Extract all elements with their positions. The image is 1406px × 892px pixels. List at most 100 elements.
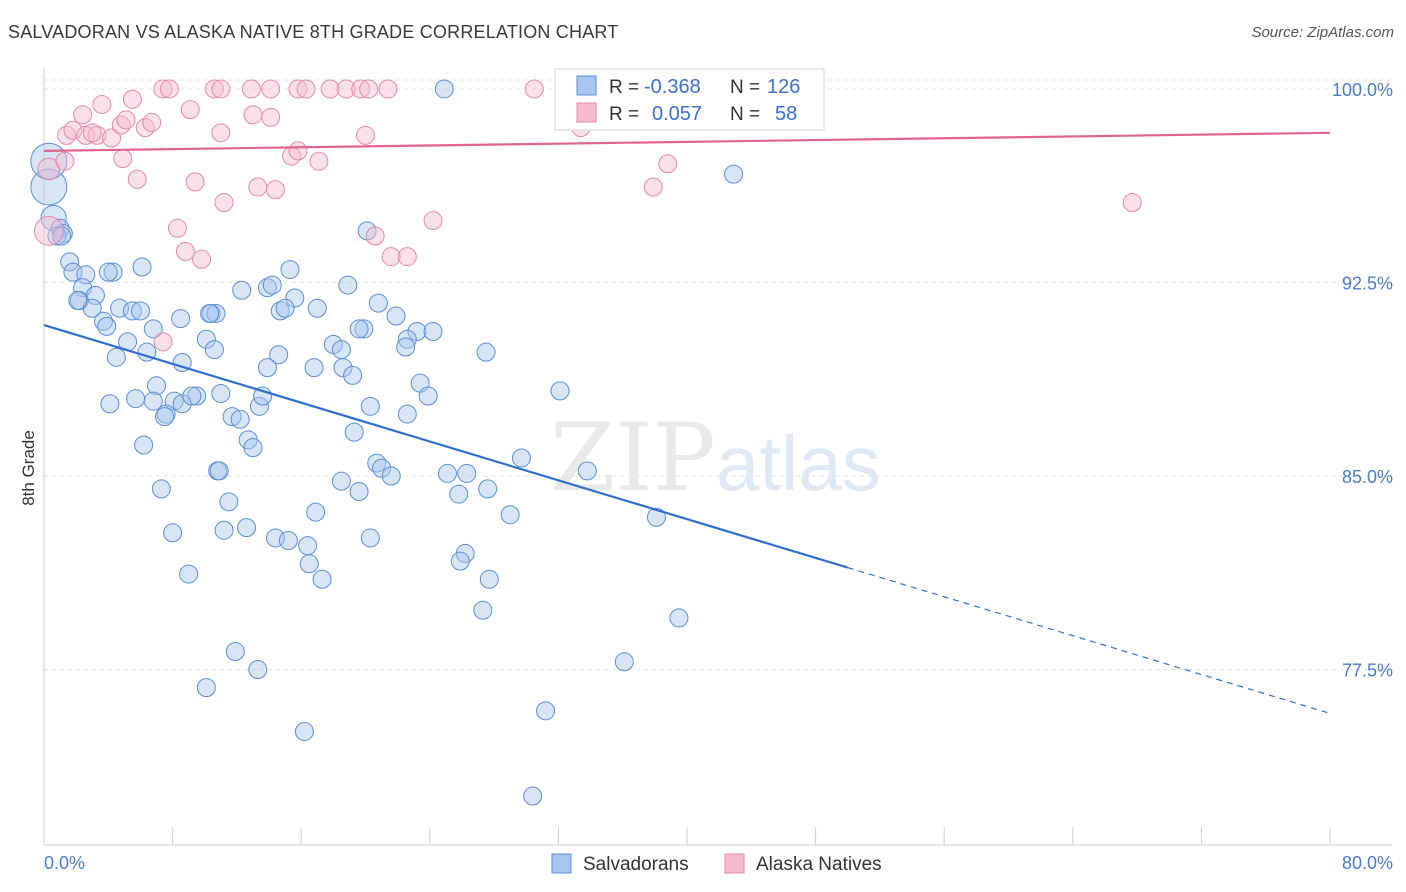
point-salvadorans-84 xyxy=(349,481,369,501)
point-alaska-natives-49 xyxy=(397,247,417,267)
point-salvadorans-16 xyxy=(122,301,142,321)
point-salvadorans-51 xyxy=(418,386,438,406)
point-alaska-natives-33 xyxy=(211,123,231,143)
point-salvadorans-91 xyxy=(646,507,666,527)
series-alaska-natives xyxy=(33,79,1142,352)
point-salvadorans-125 xyxy=(182,386,202,406)
point-salvadorans-100 xyxy=(450,551,470,571)
point-salvadorans-37 xyxy=(407,322,427,342)
point-alaska-natives-40 xyxy=(356,125,375,145)
point-salvadorans-60 xyxy=(172,394,192,414)
point-salvadorans-66 xyxy=(222,407,242,427)
point-salvadorans-113 xyxy=(523,786,543,806)
point-alaska-natives-9 xyxy=(82,123,102,143)
point-alaska-natives-29 xyxy=(378,79,398,99)
point-alaska-natives-8 xyxy=(92,94,112,114)
point-salvadorans-75 xyxy=(372,458,392,478)
point-salvadorans-44 xyxy=(269,345,289,365)
point-salvadorans-27 xyxy=(257,278,277,298)
point-salvadorans-56 xyxy=(126,389,146,409)
trend-lines xyxy=(43,131,1331,714)
point-alaska-natives-32 xyxy=(261,107,281,127)
point-salvadorans-17 xyxy=(93,311,113,331)
point-salvadorans-117 xyxy=(52,226,72,246)
point-alaska-natives-10 xyxy=(102,128,122,148)
point-salvadorans-69 xyxy=(397,404,417,424)
point-salvadorans-108 xyxy=(248,660,268,680)
point-alaska-natives-54 xyxy=(643,177,663,197)
point-salvadorans-34 xyxy=(354,319,374,339)
point-salvadorans-92 xyxy=(237,518,257,538)
point-alaska-natives-14 xyxy=(135,118,155,138)
point-salvadorans-26 xyxy=(232,280,252,300)
point-salvadorans-88 xyxy=(219,492,239,512)
point-salvadorans-21 xyxy=(106,347,126,367)
point-salvadorans-72 xyxy=(243,438,263,458)
point-salvadorans-120 xyxy=(130,301,150,321)
point-alaska-natives-19 xyxy=(204,79,224,99)
point-alaska-natives-50 xyxy=(423,211,443,231)
legend-swatch-salvadorans xyxy=(576,75,597,96)
point-salvadorans-48 xyxy=(333,358,353,378)
point-salvadorans-112 xyxy=(294,721,314,741)
point-salvadorans-47 xyxy=(304,358,324,378)
point-salvadorans-68 xyxy=(360,396,380,416)
trend-line-salvadorans xyxy=(43,324,849,569)
series-salvadorans xyxy=(30,79,744,806)
point-alaska-natives-26 xyxy=(336,79,356,99)
legend-n-label-2: N = xyxy=(730,104,760,125)
point-salvadorans-53 xyxy=(550,381,570,401)
point-alaska-natives-24 xyxy=(296,79,316,99)
point-alaska-natives-18 xyxy=(180,100,200,120)
point-alaska-natives-45 xyxy=(175,242,195,262)
point-salvadorans-70 xyxy=(344,422,364,442)
point-alaska-natives-13 xyxy=(122,89,142,109)
source-label: Source: ZipAtlas.com xyxy=(1251,24,1394,41)
y-axis-title: 8th Grade xyxy=(19,430,38,506)
point-salvadorans-115 xyxy=(724,164,744,184)
point-salvadorans-39 xyxy=(396,337,416,357)
point-salvadorans-57 xyxy=(143,391,163,411)
point-salvadorans-89 xyxy=(306,502,326,522)
legend: R = -0.368 N = 126 R = 0.057 N = 58 xyxy=(554,68,825,131)
bottom-legend-swatch-salvadorans xyxy=(551,853,572,874)
point-alaska-natives-15 xyxy=(142,113,162,133)
point-alaska-natives-43 xyxy=(214,192,234,212)
bottom-legend-label-alaska-natives: Alaska Natives xyxy=(756,854,882,875)
watermark: ZIP atlas xyxy=(550,404,881,513)
point-alaska-natives-25 xyxy=(320,79,340,99)
point-salvadorans-35 xyxy=(368,293,388,313)
point-alaska-natives-12 xyxy=(116,110,136,130)
point-salvadorans-109 xyxy=(614,652,634,672)
point-salvadorans-28 xyxy=(262,275,282,295)
point-alaska-natives-6 xyxy=(73,105,93,125)
point-alaska-natives-46 xyxy=(192,249,212,269)
watermark-zip: ZIP xyxy=(550,404,716,513)
point-salvadorans-2 xyxy=(40,204,67,232)
point-salvadorans-6 xyxy=(60,252,80,272)
point-salvadorans-52 xyxy=(476,342,496,362)
point-salvadorans-10 xyxy=(132,257,152,277)
point-salvadorans-32 xyxy=(307,298,327,318)
point-salvadorans-85 xyxy=(449,484,469,504)
bottom-legend-label-salvadorans: Salvadorans xyxy=(583,854,689,875)
point-alaska-natives-3 xyxy=(57,125,77,145)
point-salvadorans-104 xyxy=(479,569,499,589)
bottom-legend-swatch-alaska-natives xyxy=(724,853,745,874)
point-salvadorans-105 xyxy=(473,600,493,620)
point-alaska-natives-27 xyxy=(351,79,371,99)
chart-title: SALVADORAN VS ALASKA NATIVE 8TH GRADE CO… xyxy=(8,22,619,42)
point-salvadorans-25 xyxy=(206,303,226,323)
point-salvadorans-121 xyxy=(200,303,220,323)
point-alaska-natives-7 xyxy=(87,125,107,145)
point-alaska-natives-30 xyxy=(524,79,544,99)
point-salvadorans-119 xyxy=(68,291,88,311)
point-salvadorans-29 xyxy=(280,260,300,280)
point-salvadorans-3 xyxy=(50,218,70,238)
point-salvadorans-61 xyxy=(211,383,231,403)
legend-n-value-2: 58 xyxy=(775,103,797,125)
point-salvadorans-18 xyxy=(97,316,117,336)
point-alaska-natives-28 xyxy=(359,79,379,99)
y-tick-label-3: 100.0% xyxy=(1332,80,1393,100)
